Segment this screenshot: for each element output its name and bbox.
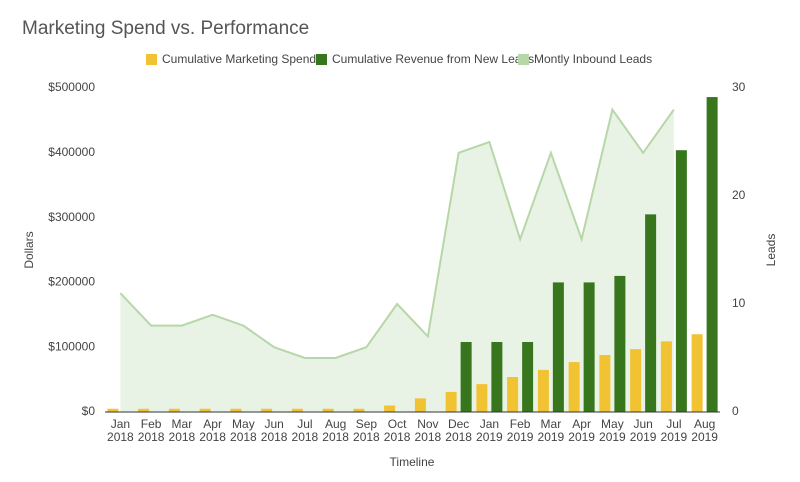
bar <box>552 282 564 412</box>
bar <box>261 408 273 412</box>
bar <box>291 408 303 412</box>
x-tick-label: Mar 2019 <box>537 417 565 444</box>
bar <box>660 341 672 412</box>
legend-label: Montly Inbound Leads <box>534 52 652 66</box>
y-tick-label: $0 <box>82 404 96 418</box>
y-tick-label: $500000 <box>48 80 95 94</box>
x-tick-label: Jul 2018 <box>291 417 319 444</box>
bar <box>537 369 549 412</box>
y2-tick-label: 30 <box>732 80 746 94</box>
bar <box>322 408 334 412</box>
x-tick-label: Jan 2018 <box>107 417 134 444</box>
bar <box>384 405 396 412</box>
y2-axis-title: Leads <box>764 234 778 267</box>
x-tick-label: Feb 2019 <box>506 417 534 444</box>
bar <box>599 354 611 412</box>
x-tick-label: Sep 2018 <box>353 417 380 444</box>
area-line <box>119 107 675 359</box>
x-tick-label: Nov 2018 <box>414 417 442 444</box>
x-tick-label: Apr 2018 <box>199 417 226 444</box>
x-tick-label: Aug 2018 <box>322 417 349 444</box>
bar <box>583 282 595 412</box>
x-tick-label: Jul 2019 <box>660 417 688 444</box>
y-tick-label: $100000 <box>48 339 95 353</box>
bar <box>107 408 119 412</box>
bar <box>138 408 150 412</box>
x-tick-label: May 2018 <box>230 417 257 444</box>
bar <box>230 408 242 412</box>
y-tick-label: $300000 <box>48 210 95 224</box>
y2-tick-label: 20 <box>732 188 746 202</box>
y-tick-label: $400000 <box>48 145 95 159</box>
legend-label: Cumulative Marketing Spend <box>162 52 316 66</box>
bar <box>414 398 426 412</box>
x-axis-title: Timeline <box>390 455 435 469</box>
legend-swatch <box>316 54 327 65</box>
y-axis-title: Dollars <box>22 231 36 268</box>
x-tick-label: Jan 2019 <box>476 417 503 444</box>
bar <box>568 362 580 412</box>
x-tick-label: Jun 2019 <box>629 417 657 444</box>
bar <box>491 342 503 412</box>
legend-label: Cumulative Revenue from New Leads <box>332 52 534 66</box>
area-fill <box>120 109 674 412</box>
bar <box>522 342 534 412</box>
bar <box>507 377 519 412</box>
bar <box>645 214 657 412</box>
x-tick-label: Feb 2018 <box>137 417 165 444</box>
bar <box>168 408 180 412</box>
bar <box>691 334 703 412</box>
legend-swatch <box>146 54 157 65</box>
bar <box>614 275 626 412</box>
y2-tick-label: 10 <box>732 296 746 310</box>
y2-tick-label: 0 <box>732 404 739 418</box>
bar <box>675 150 687 412</box>
x-tick-label: Dec 2018 <box>445 417 472 444</box>
x-tick-label: Apr 2019 <box>568 417 595 444</box>
x-tick-label: Oct 2018 <box>383 417 411 444</box>
legend-swatch <box>518 54 529 65</box>
bar <box>353 408 365 412</box>
x-tick-label: Mar 2018 <box>168 417 196 444</box>
bar <box>445 391 457 412</box>
bar <box>630 349 642 412</box>
x-tick-label: Jun 2018 <box>260 417 288 444</box>
x-tick-label: Aug 2019 <box>691 417 718 444</box>
bar <box>199 408 211 412</box>
x-tick-label: May 2019 <box>599 417 626 444</box>
y-tick-label: $200000 <box>48 275 95 289</box>
bar <box>476 384 488 412</box>
bar <box>460 342 472 412</box>
chart-title: Marketing Spend vs. Performance <box>22 18 309 39</box>
bar <box>706 97 718 413</box>
